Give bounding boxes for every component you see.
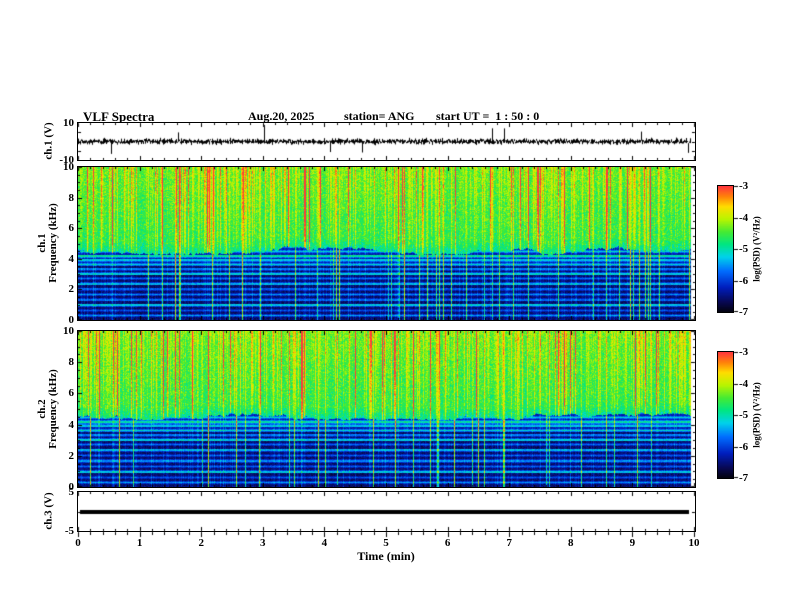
ch1-spec-ytick-label: 10 [63,161,74,173]
x-tick-label: 5 [383,537,389,549]
ch2-spec-y-axis-title: ch.2 Frequency (kHz) [36,369,59,449]
x-tick-label: 3 [260,537,266,549]
ch1-wave-ytick-label: 10 [63,117,74,129]
ch2-spec-ytick-label: 2 [68,449,75,462]
ch3-waveform-panel [77,491,696,532]
colorbar2-tick-label: -4 [739,377,749,390]
colorbar2-tick-label: -7 [739,472,749,484]
x-tick-label: 7 [506,537,512,549]
ch3-wave-ytick-label: 5 [68,486,75,498]
colorbar-ch2 [717,351,734,479]
ch2-spec-y-axis-title-line2: Frequency (kHz) [47,369,59,449]
colorbar1-tick-label: -5 [739,243,749,255]
ch2-spec-ytick-label: 0 [68,481,75,493]
ch2-spectrogram-panel [77,330,696,488]
x-tick-label: 6 [444,537,451,549]
colorbar1-tick-label: -6 [739,274,749,287]
colorbar1-tick-label: -4 [739,211,749,224]
ch1-spec-ytick-label: 6 [68,222,75,235]
x-tick-label: 2 [198,537,204,549]
ch1-spectrogram-panel [77,166,696,321]
ch2-spec-ytick-label: 4 [68,418,75,431]
colorbar1-title: log(PSD) (V²/Hz) [751,216,762,282]
colorbar2-title: log(PSD) (V²/Hz) [751,382,762,448]
colorbar2-tick-label: -3 [739,346,749,358]
x-tick-label: 8 [568,537,574,549]
ch2-spec-ytick-label: 10 [63,325,74,337]
ch1-wave-ytick-label: -10 [59,154,74,166]
colorbar-ch1 [717,185,734,313]
ch1-spec-ytick-label: 4 [68,252,75,265]
x-tick-label: 1 [136,537,143,549]
ch1-waveform-panel [77,122,696,161]
x-tick-label: 10 [688,537,700,549]
ch2-spec-ytick-label: 6 [68,387,75,400]
colorbar2-tick-label: -6 [739,440,749,453]
ch1-spec-y-axis-title: ch.1 Frequency (kHz) [36,203,59,283]
colorbar2-tick-label: -5 [739,409,749,421]
x-axis-title: Time (min) [357,549,415,563]
ch1-spec-y-axis-title-line2: Frequency (kHz) [47,203,59,283]
x-tick-label: 4 [321,537,328,549]
ch1-spec-ytick-label: 8 [68,191,75,204]
colorbar1-tick-label: -7 [739,306,749,318]
colorbar1-tick-label: -3 [739,180,749,192]
x-tick-label: 9 [629,537,636,549]
ch3-wave-ytick-label: -5 [64,525,74,537]
ch2-spec-ytick-label: 8 [68,356,75,369]
ch1-spec-ytick-label: 2 [68,283,75,296]
x-tick-label: 0 [75,537,81,549]
ch1-spec-ytick-label: 0 [68,314,75,326]
